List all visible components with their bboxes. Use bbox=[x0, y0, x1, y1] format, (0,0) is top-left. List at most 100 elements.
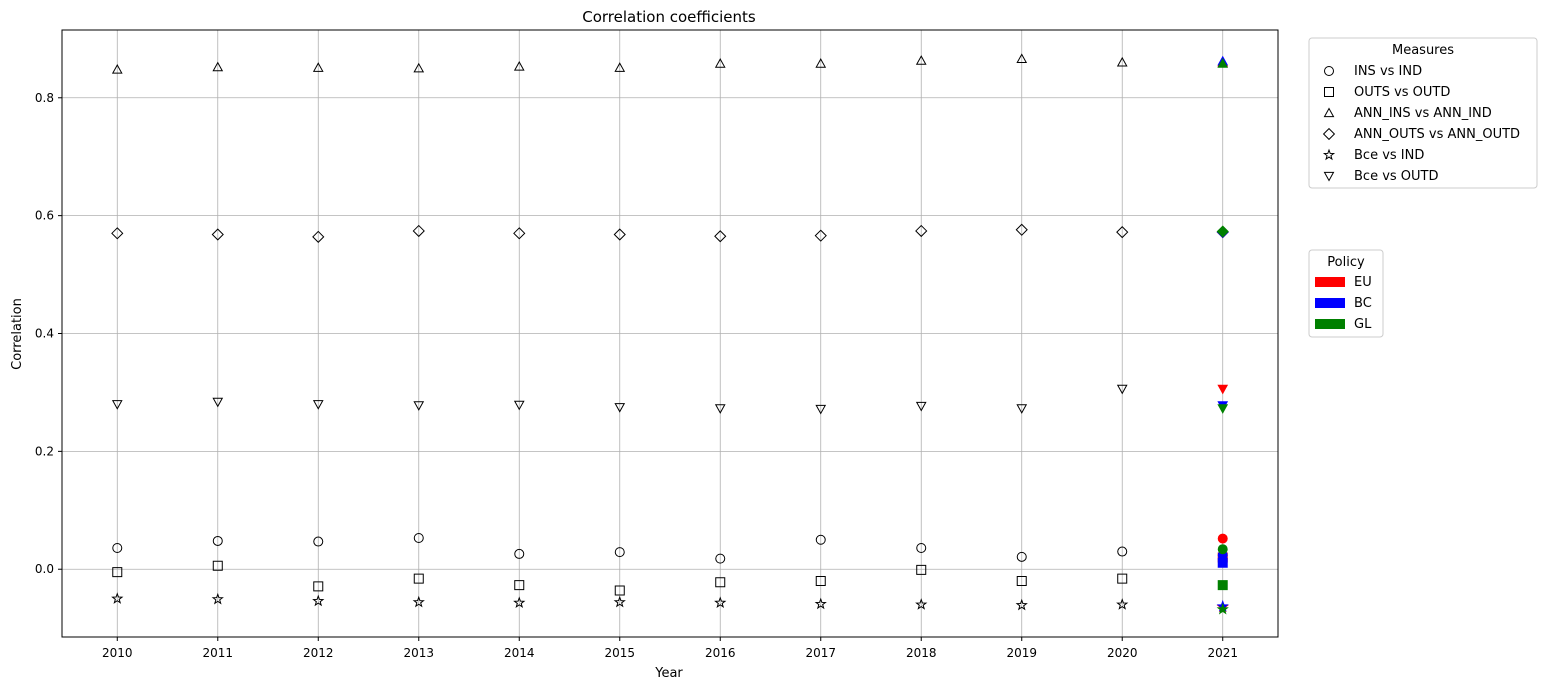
point-ann-outs-vs-ann-outd bbox=[1116, 226, 1129, 239]
point-ann-ins-vs-ann-ind bbox=[1016, 53, 1028, 63]
point-ins-vs-ind bbox=[1117, 546, 1128, 557]
legend-marker-bce-vs-ind bbox=[1322, 148, 1336, 161]
point-bce-vs-outd bbox=[815, 404, 827, 415]
legend-swatch-eu bbox=[1315, 277, 1345, 287]
point-outs-vs-outd bbox=[313, 581, 324, 592]
grid-layer bbox=[62, 30, 1278, 637]
x-tick-label: 2013 bbox=[403, 646, 434, 660]
legend-measures: Measures INS vs IND OUTS vs OUTD ANN_INS v… bbox=[1308, 37, 1538, 189]
point-ins-vs-ind bbox=[1016, 551, 1027, 562]
y-tick-label: 0.0 bbox=[35, 562, 54, 576]
point-ann-outs-vs-ann-outd bbox=[211, 228, 224, 241]
point-2021-gl-ann-ins-vs-ann-ind bbox=[1217, 58, 1229, 68]
legend-label-gl: GL bbox=[1354, 317, 1372, 332]
point-ann-outs-vs-ann-outd bbox=[312, 230, 325, 243]
legend-policy-items: EU BC GL bbox=[1315, 275, 1372, 332]
y-tick-label: 0.8 bbox=[35, 91, 54, 105]
legend-marker-bce-vs-outd bbox=[1323, 171, 1335, 182]
point-bce-vs-ind bbox=[714, 596, 727, 609]
point-ann-ins-vs-ann-ind bbox=[915, 55, 927, 65]
point-outs-vs-outd bbox=[715, 577, 726, 588]
point-ann-outs-vs-ann-outd bbox=[814, 229, 827, 242]
point-2021-eu-bce-vs-outd bbox=[1217, 384, 1229, 395]
point-ann-ins-vs-ann-ind bbox=[815, 58, 827, 68]
legend-label-eu: EU bbox=[1354, 275, 1372, 290]
point-outs-vs-outd bbox=[212, 560, 223, 571]
point-ann-ins-vs-ann-ind bbox=[111, 63, 123, 74]
point-bce-vs-outd bbox=[312, 400, 324, 410]
point-outs-vs-outd bbox=[916, 564, 927, 575]
y-tick-label: 0.4 bbox=[35, 327, 54, 341]
point-bce-vs-ind bbox=[613, 595, 626, 608]
point-outs-vs-outd bbox=[413, 573, 424, 584]
point-bce-vs-ind bbox=[312, 594, 325, 607]
point-2021-gl-bce-vs-ind bbox=[1216, 602, 1229, 615]
legend-label-outs-vs-outd: OUTS vs OUTD bbox=[1354, 85, 1450, 100]
point-bce-vs-ind bbox=[915, 598, 928, 610]
legend-marker-ins-vs-ind bbox=[1323, 66, 1335, 76]
point-bce-vs-outd bbox=[111, 400, 123, 410]
point-bce-vs-ind bbox=[513, 596, 526, 609]
point-bce-vs-outd bbox=[1016, 404, 1028, 414]
point-ins-vs-ind bbox=[715, 553, 726, 564]
legend-label-bce-vs-ind: Bce vs IND bbox=[1354, 148, 1424, 163]
point-outs-vs-outd bbox=[815, 576, 826, 587]
point-ann-outs-vs-ann-outd bbox=[714, 230, 727, 243]
point-ins-vs-ind bbox=[815, 534, 826, 545]
x-tick-label: 2017 bbox=[805, 646, 836, 660]
point-bce-vs-outd bbox=[513, 400, 525, 411]
x-tick-label: 2021 bbox=[1207, 646, 1238, 660]
axes-ticks: 2010 2011 2012 2013 2014 2015 2016 2017 2018 2019… bbox=[35, 91, 1238, 660]
legend-policy-frame bbox=[1308, 249, 1384, 338]
legend-label-ann-outs-vs-ann-outd: ANN_OUTS vs ANN_OUTD bbox=[1354, 127, 1520, 142]
point-2021-gl-ann-outs-vs-ann-outd bbox=[1216, 225, 1229, 238]
point-ins-vs-ind bbox=[614, 547, 625, 558]
legend-policy: Policy EU BC GL bbox=[1308, 249, 1384, 338]
x-tick-label: 2010 bbox=[102, 646, 133, 660]
legend-measures-items: INS vs IND OUTS vs OUTD ANN_INS vs ANN_IND… bbox=[1322, 64, 1520, 184]
x-axis-label: Year bbox=[654, 666, 683, 681]
point-2021-gl-ins-vs-ind bbox=[1217, 544, 1228, 555]
legend-label-ann-ins-vs-ann-ind: ANN_INS vs ANN_IND bbox=[1354, 106, 1492, 121]
y-tick-label: 0.6 bbox=[35, 209, 54, 223]
point-ins-vs-ind bbox=[313, 536, 324, 547]
point-bce-vs-ind bbox=[814, 597, 827, 610]
y-axis-label: Correlation bbox=[10, 298, 25, 370]
point-2021-bc-outs-vs-outd bbox=[1217, 557, 1228, 568]
point-ann-outs-vs-ann-outd bbox=[1015, 223, 1028, 236]
x-tick-label: 2020 bbox=[1107, 646, 1138, 660]
y-tick-label: 0.2 bbox=[35, 444, 54, 458]
point-bce-vs-outd bbox=[212, 397, 224, 408]
point-ann-outs-vs-ann-outd bbox=[915, 224, 928, 238]
point-outs-vs-outd bbox=[1016, 576, 1027, 587]
legend-label-ins-vs-ind: INS vs IND bbox=[1354, 64, 1422, 79]
x-tick-label: 2012 bbox=[303, 646, 334, 660]
legend-marker-outs-vs-outd bbox=[1324, 87, 1334, 97]
point-outs-vs-outd bbox=[1117, 573, 1128, 584]
point-ann-outs-vs-ann-outd bbox=[412, 224, 425, 238]
point-2021-gl-bce-vs-outd bbox=[1217, 404, 1229, 414]
point-bce-vs-ind bbox=[412, 595, 425, 608]
x-tick-label: 2015 bbox=[604, 646, 635, 660]
legend-label-bce-vs-outd: Bce vs OUTD bbox=[1354, 169, 1439, 184]
point-bce-vs-outd bbox=[714, 404, 726, 414]
point-ins-vs-ind bbox=[212, 535, 223, 546]
x-tick-label: 2018 bbox=[906, 646, 937, 660]
point-ins-vs-ind bbox=[112, 543, 123, 554]
point-ann-ins-vs-ann-ind bbox=[614, 62, 626, 72]
legend-marker-ann-outs-vs-ann-outd bbox=[1322, 127, 1336, 141]
point-ann-ins-vs-ann-ind bbox=[513, 61, 525, 71]
point-bce-vs-outd bbox=[413, 401, 425, 411]
point-ins-vs-ind bbox=[916, 543, 927, 554]
legend-measures-frame bbox=[1308, 37, 1538, 189]
point-outs-vs-outd bbox=[112, 567, 123, 578]
point-2021-eu-ins-vs-ind bbox=[1217, 533, 1228, 544]
x-tick-label: 2014 bbox=[504, 646, 535, 660]
chart-title: Correlation coefficients bbox=[582, 8, 756, 26]
point-outs-vs-outd bbox=[614, 585, 625, 596]
legend-label-bc: BC bbox=[1354, 296, 1372, 311]
legend-policy-title: Policy bbox=[1327, 255, 1365, 270]
legend-measures-title: Measures bbox=[1392, 43, 1454, 58]
x-tick-label: 2011 bbox=[202, 646, 233, 660]
